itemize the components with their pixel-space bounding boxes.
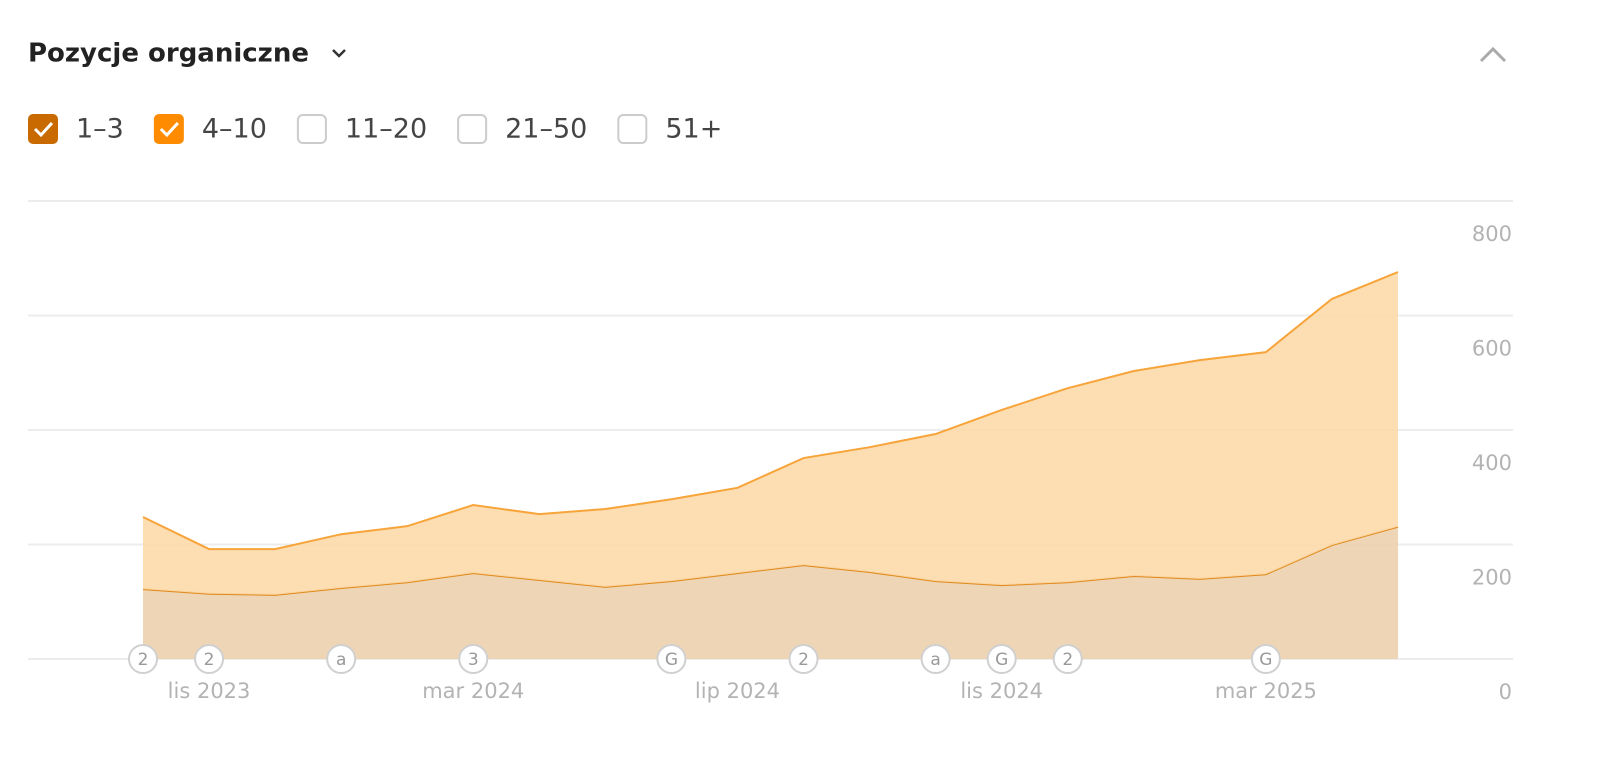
chart-title: Pozycje organiczne bbox=[28, 39, 309, 69]
event-marker[interactable] bbox=[656, 644, 687, 674]
event-marker-label[interactable]: 2 bbox=[138, 650, 149, 670]
event-marker-label[interactable]: 2 bbox=[1062, 650, 1073, 670]
legend-label[interactable]: 4–10 bbox=[202, 114, 267, 145]
event-marker-label[interactable]: G bbox=[1259, 650, 1272, 670]
event-marker-label[interactable]: 2 bbox=[204, 650, 215, 670]
legend-label[interactable]: 1–3 bbox=[76, 114, 124, 145]
y-tick-label: 0 bbox=[1499, 680, 1512, 704]
legend-checkbox[interactable] bbox=[617, 114, 648, 144]
event-marker[interactable] bbox=[326, 644, 357, 674]
x-tick-label: lis 2024 bbox=[960, 679, 1043, 703]
title-dropdown-icon[interactable] bbox=[332, 49, 346, 58]
x-tick-label: lip 2024 bbox=[695, 679, 780, 703]
legend-label[interactable]: 51+ bbox=[665, 114, 722, 145]
y-tick-label: 800 bbox=[1472, 222, 1512, 246]
event-marker-label[interactable]: G bbox=[665, 650, 678, 670]
x-tick-label: lis 2023 bbox=[168, 679, 251, 703]
event-marker[interactable] bbox=[1052, 644, 1083, 674]
event-marker[interactable] bbox=[986, 644, 1017, 674]
event-marker[interactable] bbox=[920, 644, 951, 674]
legend-check[interactable] bbox=[159, 121, 179, 138]
event-marker-label[interactable]: G bbox=[995, 650, 1008, 670]
y-tick-label: 400 bbox=[1472, 451, 1512, 475]
collapse-icon[interactable] bbox=[1479, 46, 1507, 63]
legend-label[interactable]: 11–20 bbox=[345, 114, 427, 145]
x-tick-label: mar 2025 bbox=[1215, 679, 1317, 703]
legend-checkbox[interactable] bbox=[296, 114, 327, 144]
x-tick-label: mar 2024 bbox=[422, 679, 524, 703]
area bbox=[143, 526, 1398, 659]
legend-check[interactable] bbox=[33, 121, 54, 138]
y-tick-label: 200 bbox=[1472, 566, 1512, 590]
event-marker-label[interactable]: a bbox=[930, 650, 940, 670]
event-marker[interactable] bbox=[128, 644, 158, 674]
event-marker[interactable] bbox=[1250, 644, 1281, 674]
legend-checkbox[interactable] bbox=[28, 114, 58, 144]
legend-checkbox[interactable] bbox=[153, 114, 184, 144]
legend-checkbox[interactable] bbox=[457, 114, 488, 144]
event-marker[interactable] bbox=[194, 644, 225, 674]
line bbox=[142, 271, 1399, 551]
legend-label[interactable]: 21–50 bbox=[505, 114, 587, 145]
event-marker[interactable] bbox=[788, 644, 819, 674]
y-tick-label: 600 bbox=[1472, 337, 1512, 361]
event-marker-label[interactable]: a bbox=[336, 650, 346, 670]
event-marker[interactable] bbox=[458, 644, 489, 674]
event-marker-label[interactable]: 2 bbox=[798, 650, 809, 670]
area bbox=[143, 271, 1398, 595]
event-marker-label[interactable]: 3 bbox=[468, 650, 479, 670]
